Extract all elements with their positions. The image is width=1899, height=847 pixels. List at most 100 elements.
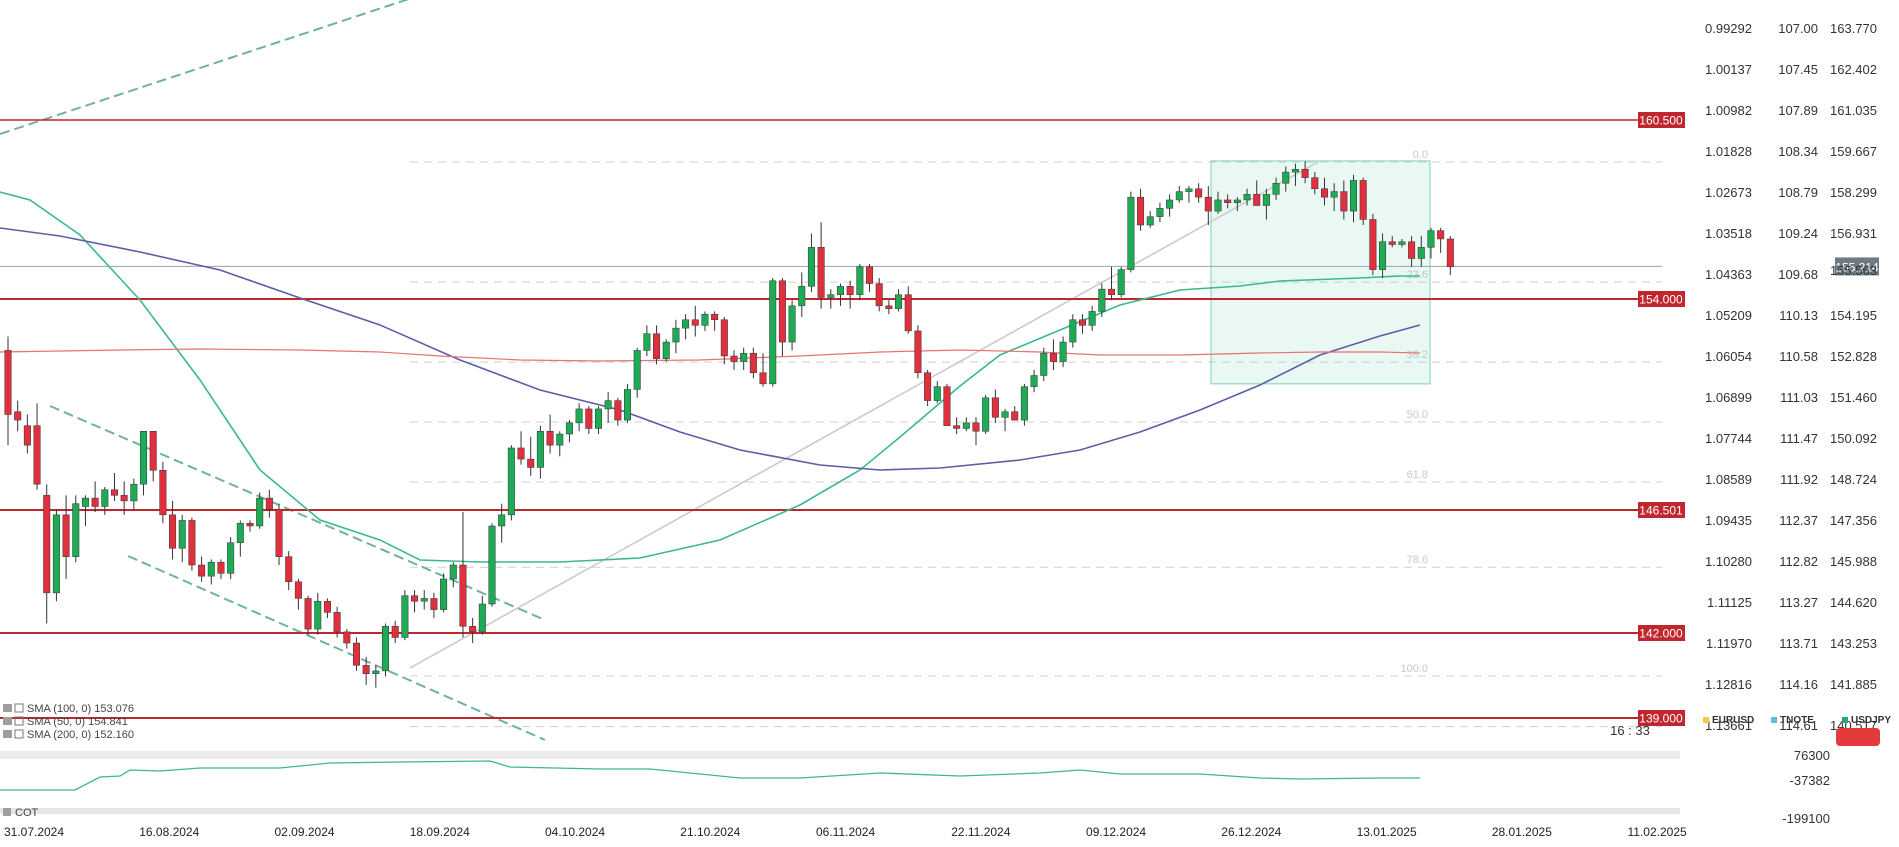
candle-up — [895, 294, 903, 309]
usdjpy-tick: 158.299 — [1830, 185, 1877, 200]
usdjpy-tick: 151.460 — [1830, 390, 1877, 405]
eurusd-tick: 1.08589 — [1705, 472, 1752, 487]
level-price-text: 142.000 — [1639, 627, 1683, 641]
legend-close-icon — [14, 703, 24, 713]
tnote-tick: 112.37 — [1779, 513, 1818, 528]
tnote-tick: 111.03 — [1780, 390, 1818, 405]
candle-down — [459, 564, 467, 627]
indicator-separator — [0, 751, 1680, 759]
usdjpy-tick: 163.770 — [1830, 21, 1877, 36]
candle-down — [169, 514, 177, 549]
candle-up — [662, 341, 670, 360]
candle-up — [1020, 386, 1028, 421]
usdjpy-tick: 147.356 — [1830, 513, 1877, 528]
candle-down — [1049, 352, 1057, 362]
indicator-tick: -37382 — [1790, 773, 1830, 788]
candle-down — [198, 564, 206, 577]
candle-up — [962, 422, 970, 429]
candle-up — [1030, 375, 1038, 387]
date-tick: 31.07.2024 — [4, 825, 64, 839]
candle-down — [817, 247, 825, 298]
candle-down — [875, 283, 883, 307]
tnote-tick: 108.79 — [1778, 185, 1818, 200]
sma-100-line — [0, 227, 1421, 471]
candle-up — [1262, 194, 1270, 206]
eurusd-tick: 1.04363 — [1705, 267, 1752, 282]
eurusd-tick: 1.11125 — [1707, 595, 1752, 610]
candle-down — [1224, 199, 1232, 203]
eurusd-tick: 1.12816 — [1705, 677, 1752, 692]
candle-down — [517, 447, 525, 460]
candle-down — [730, 355, 738, 362]
candle-up — [643, 333, 651, 351]
fib-label: 61.8 — [1407, 469, 1428, 481]
candle-down — [1369, 219, 1377, 270]
level-price-badge — [1638, 625, 1685, 641]
eurusd-tick: 1.02673 — [1705, 185, 1752, 200]
level-price-text: 160.500 — [1639, 114, 1683, 128]
candle-up — [856, 266, 864, 295]
candle-up — [1117, 269, 1125, 295]
tnote-tick: 107.45 — [1778, 62, 1818, 77]
candle-up — [1291, 169, 1299, 173]
candle-up — [507, 447, 515, 516]
current-price-badge — [1835, 257, 1879, 276]
candle-down — [1108, 288, 1116, 295]
level-price-text: 154.000 — [1639, 293, 1683, 307]
candle-down — [62, 514, 70, 557]
candle-down — [1195, 188, 1203, 198]
candle-down — [391, 626, 399, 638]
candle-up — [420, 598, 428, 602]
usdjpy-tick: 148.724 — [1830, 472, 1877, 487]
candle-down — [1359, 180, 1367, 220]
candle-down — [749, 352, 757, 373]
symbol-label: TNOTE — [1780, 715, 1814, 726]
date-tick: 09.12.2024 — [1086, 825, 1146, 839]
candle-up — [701, 313, 709, 326]
candle-up — [314, 600, 322, 630]
candle-up — [827, 294, 835, 298]
current-price-text: 155.214 — [1835, 260, 1879, 274]
candle-up — [236, 522, 244, 543]
candle-down — [885, 305, 893, 309]
candle-up — [798, 286, 806, 307]
eurusd-tick: 1.13661 — [1705, 718, 1752, 733]
usdjpy-tick: 154.195 — [1830, 308, 1877, 323]
level-price-badge — [1638, 710, 1685, 726]
candle-up — [256, 497, 264, 527]
candle-down — [352, 642, 360, 666]
candle-up — [372, 670, 380, 674]
candle-up — [1272, 182, 1280, 195]
candle-down — [653, 333, 661, 360]
candle-up — [101, 489, 109, 507]
candle-down — [1311, 177, 1319, 190]
usdjpy-tick: 152.828 — [1830, 349, 1877, 364]
candle-up — [1282, 171, 1290, 184]
candle-up — [488, 525, 496, 605]
candle-up — [52, 514, 60, 594]
candle-down — [943, 386, 951, 426]
candle-up — [1127, 196, 1135, 270]
candle-down — [1301, 169, 1309, 178]
usdjpy-tick: 159.667 — [1830, 144, 1877, 159]
level-price-text: 146.501 — [1639, 504, 1683, 518]
symbol-label: EURUSD — [1712, 715, 1754, 726]
candle-up — [807, 247, 815, 287]
usdjpy-tick: 144.620 — [1830, 595, 1877, 610]
usdjpy-tick: 143.253 — [1830, 636, 1877, 651]
candle-down — [294, 581, 302, 599]
usdjpy-tick: 161.035 — [1830, 103, 1877, 118]
candle-down — [1408, 241, 1416, 259]
candle-down — [924, 372, 932, 401]
candle-up — [478, 603, 486, 633]
candle-down — [1011, 411, 1019, 421]
indicator-tick: -199100 — [1782, 811, 1830, 826]
candle-up — [672, 327, 680, 343]
legend-entry: SMA (50, 0) 154.841 — [27, 716, 128, 728]
candle-down — [691, 319, 699, 326]
candle-up — [594, 408, 602, 429]
usdjpy-tick: 150.092 — [1830, 431, 1877, 446]
upper-dashed-trendline — [0, 0, 409, 135]
